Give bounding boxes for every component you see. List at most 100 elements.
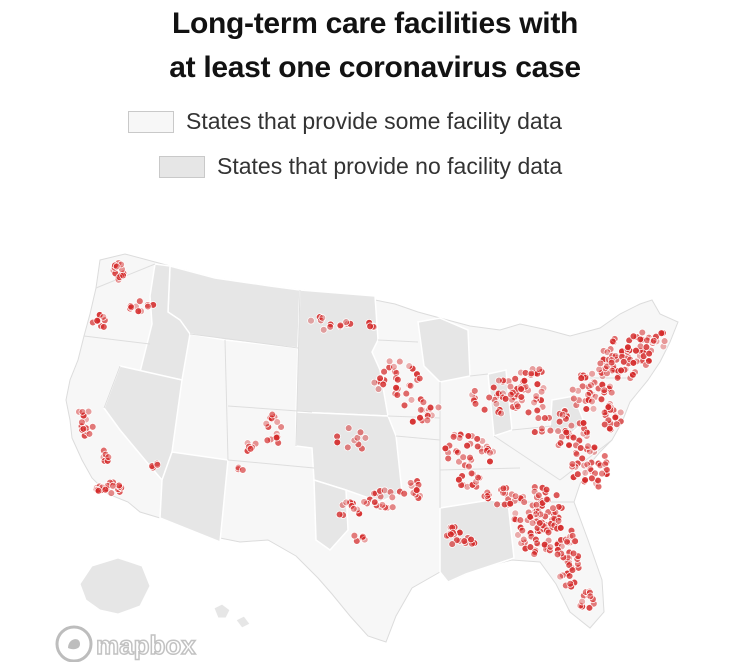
facility-dot[interactable] xyxy=(134,307,143,315)
facility-dot[interactable] xyxy=(569,549,578,558)
facility-dot[interactable] xyxy=(361,434,370,442)
facility-dot[interactable] xyxy=(379,380,387,389)
facility-dot[interactable] xyxy=(370,378,379,387)
facility-dot[interactable] xyxy=(277,423,285,431)
facility-dot[interactable] xyxy=(350,531,359,540)
facility-dot[interactable] xyxy=(388,503,397,511)
facility-dot[interactable] xyxy=(562,428,571,437)
facility-dot[interactable] xyxy=(576,601,585,610)
facility-dot[interactable] xyxy=(115,273,124,281)
facility-dot[interactable] xyxy=(540,540,549,549)
facility-dot[interactable] xyxy=(318,314,327,322)
facility-dot[interactable] xyxy=(570,394,578,403)
facility-dot[interactable] xyxy=(576,444,585,452)
facility-dot[interactable] xyxy=(657,329,666,337)
facility-dot[interactable] xyxy=(381,503,389,512)
facility-dot[interactable] xyxy=(603,466,611,474)
facility-dot[interactable] xyxy=(448,540,456,548)
facility-dot[interactable] xyxy=(360,498,368,506)
facility-dot[interactable] xyxy=(574,470,582,478)
facility-dot[interactable] xyxy=(546,426,555,435)
facility-dot[interactable] xyxy=(93,316,101,325)
facility-dot[interactable] xyxy=(88,423,97,431)
facility-dot[interactable] xyxy=(371,498,379,507)
facility-dot[interactable] xyxy=(272,433,281,442)
facility-dot[interactable] xyxy=(552,491,561,499)
facility-dot[interactable] xyxy=(366,322,374,331)
facility-dot[interactable] xyxy=(530,398,538,407)
facility-dot[interactable] xyxy=(350,505,358,513)
facility-dot[interactable] xyxy=(629,359,638,367)
facility-dot[interactable] xyxy=(112,262,121,271)
facility-dot[interactable] xyxy=(454,448,462,457)
facility-dot[interactable] xyxy=(609,337,617,346)
facility-dot[interactable] xyxy=(153,461,162,469)
facility-dot[interactable] xyxy=(520,377,529,385)
facility-dot[interactable] xyxy=(407,396,416,404)
facility-dot[interactable] xyxy=(514,402,522,411)
facility-dot[interactable] xyxy=(518,526,527,535)
facility-dot[interactable] xyxy=(581,469,590,477)
facility-dot[interactable] xyxy=(597,395,606,404)
facility-dot[interactable] xyxy=(464,432,473,440)
facility-dot[interactable] xyxy=(617,366,625,375)
facility-dot[interactable] xyxy=(79,425,88,433)
facility-dot[interactable] xyxy=(447,530,455,539)
facility-dot[interactable] xyxy=(539,384,548,392)
facility-dot[interactable] xyxy=(537,387,546,396)
facility-dot[interactable] xyxy=(520,498,528,506)
facility-dot[interactable] xyxy=(568,385,577,394)
facility-dot[interactable] xyxy=(466,453,474,462)
facility-dot[interactable] xyxy=(100,323,108,331)
facility-dot[interactable] xyxy=(535,491,543,500)
facility-dot[interactable] xyxy=(415,374,424,383)
facility-dot[interactable] xyxy=(426,403,435,412)
facility-dot[interactable] xyxy=(526,543,535,551)
facility-dot[interactable] xyxy=(460,537,469,545)
facility-dot[interactable] xyxy=(239,466,247,474)
facility-dot[interactable] xyxy=(449,433,458,441)
facility-dot[interactable] xyxy=(355,509,363,518)
facility-dot[interactable] xyxy=(78,408,87,416)
facility-dot[interactable] xyxy=(115,481,123,490)
facility-dot[interactable] xyxy=(109,482,117,490)
facility-dot[interactable] xyxy=(652,332,660,341)
us-map-svg[interactable]: mapbox xyxy=(0,240,750,663)
facility-dot[interactable] xyxy=(554,427,562,435)
facility-dot[interactable] xyxy=(613,374,622,382)
facility-dot[interactable] xyxy=(587,381,595,389)
facility-dot[interactable] xyxy=(119,271,127,280)
facility-dot[interactable] xyxy=(584,442,592,450)
facility-dot[interactable] xyxy=(485,393,493,402)
facility-dot[interactable] xyxy=(629,332,638,341)
facility-dot[interactable] xyxy=(606,424,614,433)
facility-dot[interactable] xyxy=(370,498,379,506)
facility-dot[interactable] xyxy=(346,320,355,328)
facility-dot[interactable] xyxy=(632,346,640,355)
facility-dot[interactable] xyxy=(416,414,424,422)
facility-dot[interactable] xyxy=(409,417,417,426)
facility-dot[interactable] xyxy=(585,604,594,612)
facility-dot[interactable] xyxy=(465,462,473,471)
facility-dot[interactable] xyxy=(543,495,551,504)
facility-dot[interactable] xyxy=(417,406,425,414)
facility-dot[interactable] xyxy=(501,395,510,403)
facility-dot[interactable] xyxy=(531,428,539,436)
facility-dot[interactable] xyxy=(556,439,565,447)
facility-dot[interactable] xyxy=(342,498,350,507)
facility-dot[interactable] xyxy=(589,405,598,413)
facility-dot[interactable] xyxy=(577,374,586,382)
facility-dot[interactable] xyxy=(390,363,398,371)
facility-dot[interactable] xyxy=(538,424,546,433)
facility-dot[interactable] xyxy=(497,409,505,418)
facility-dot[interactable] xyxy=(246,445,255,453)
facility-dot[interactable] xyxy=(94,487,103,495)
facility-dot[interactable] xyxy=(595,365,603,374)
facility-dot[interactable] xyxy=(544,528,553,537)
facility-dot[interactable] xyxy=(553,550,562,559)
facility-dot[interactable] xyxy=(532,510,540,518)
facility-dot[interactable] xyxy=(569,433,578,442)
facility-dot[interactable] xyxy=(588,370,596,378)
facility-dot[interactable] xyxy=(107,489,116,497)
facility-dot[interactable] xyxy=(534,414,543,422)
